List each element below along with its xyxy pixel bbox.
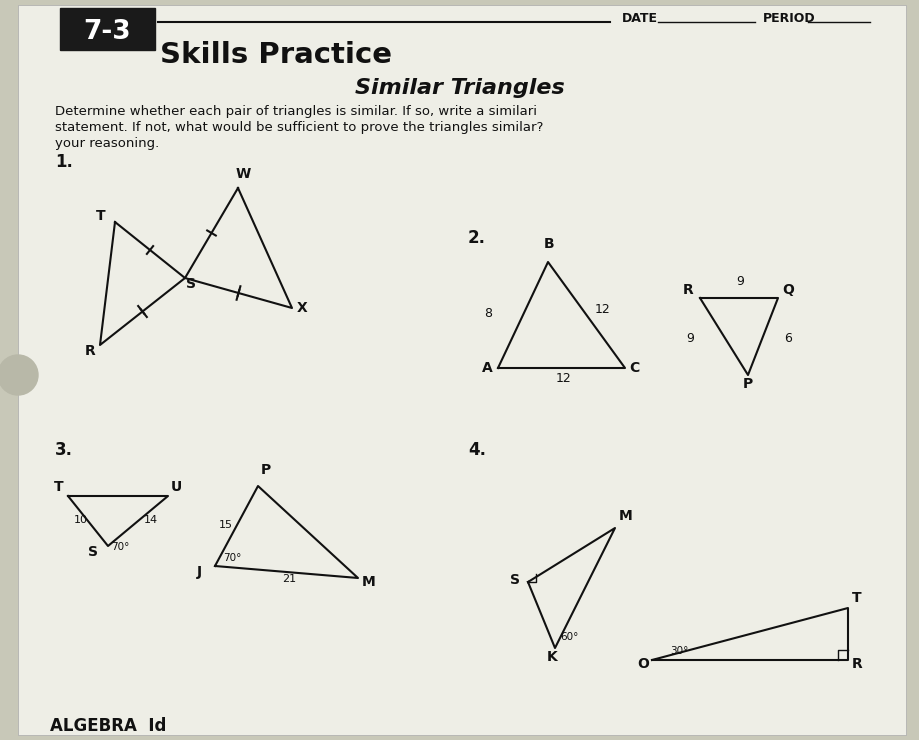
- Text: M: M: [361, 575, 375, 589]
- Text: W: W: [235, 167, 250, 181]
- Text: 6: 6: [783, 332, 791, 345]
- Text: R: R: [85, 344, 96, 358]
- Text: Determine whether each pair of triangles is similar. If so, write a similari: Determine whether each pair of triangles…: [55, 106, 537, 118]
- Text: T: T: [96, 209, 106, 223]
- Circle shape: [0, 355, 38, 395]
- Text: 21: 21: [282, 574, 296, 584]
- Text: PERIOD: PERIOD: [762, 12, 815, 24]
- Text: 10: 10: [74, 515, 88, 525]
- Text: 12: 12: [594, 303, 609, 316]
- Text: 70°: 70°: [222, 553, 241, 563]
- Text: 8: 8: [483, 307, 492, 320]
- Text: 7-3: 7-3: [83, 19, 130, 45]
- Text: S: S: [88, 545, 98, 559]
- Text: T: T: [54, 480, 63, 494]
- Text: K: K: [547, 650, 557, 664]
- Text: ALGEBRA  Id: ALGEBRA Id: [50, 717, 166, 735]
- Text: 12: 12: [555, 372, 571, 385]
- Text: your reasoning.: your reasoning.: [55, 138, 159, 150]
- Text: U: U: [171, 480, 182, 494]
- Text: P: P: [261, 463, 271, 477]
- Text: 9: 9: [686, 332, 693, 345]
- FancyBboxPatch shape: [60, 8, 154, 50]
- Text: X: X: [296, 301, 307, 315]
- Text: S: S: [186, 277, 196, 291]
- Text: Q: Q: [781, 283, 793, 297]
- Text: 2.: 2.: [468, 229, 485, 247]
- Text: 9: 9: [735, 275, 743, 288]
- Text: 60°: 60°: [560, 632, 578, 642]
- Text: B: B: [543, 237, 554, 251]
- Text: Skills Practice: Skills Practice: [160, 41, 391, 69]
- FancyBboxPatch shape: [18, 5, 905, 735]
- Text: R: R: [851, 657, 862, 671]
- Text: R: R: [682, 283, 693, 297]
- Text: 15: 15: [219, 520, 233, 530]
- Text: O: O: [636, 657, 648, 671]
- Text: P: P: [743, 377, 753, 391]
- Text: 70°: 70°: [111, 542, 130, 552]
- Text: statement. If not, what would be sufficient to prove the triangles similar?: statement. If not, what would be suffici…: [55, 121, 543, 135]
- Text: C: C: [629, 361, 639, 375]
- Text: 3.: 3.: [55, 441, 73, 459]
- Text: DATE: DATE: [621, 12, 657, 24]
- Text: 4.: 4.: [468, 441, 485, 459]
- Text: 1.: 1.: [55, 153, 73, 171]
- Text: A: A: [482, 361, 493, 375]
- Text: M: M: [618, 509, 632, 523]
- Text: S: S: [509, 573, 519, 587]
- Text: Similar Triangles: Similar Triangles: [355, 78, 564, 98]
- Text: J: J: [197, 565, 202, 579]
- Text: 14: 14: [144, 515, 158, 525]
- Text: T: T: [851, 591, 861, 605]
- Text: 30°: 30°: [669, 646, 687, 656]
